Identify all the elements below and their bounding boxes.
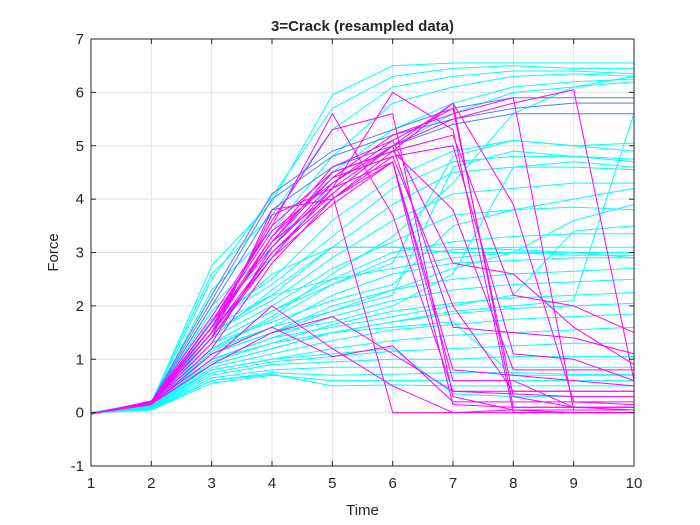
cyan-series-line [90, 75, 635, 414]
x-axis-ticks: 1 2 3 4 5 6 7 8 9 10 [87, 39, 643, 492]
y-axis-label: Force [45, 233, 62, 271]
x-tick-label: 5 [328, 475, 336, 492]
cyan-series-line [90, 321, 634, 414]
magenta-series-line [90, 161, 635, 415]
y-tick-label: 6 [76, 84, 84, 101]
magenta-series-line [90, 305, 634, 415]
magenta-series-line [90, 326, 634, 415]
y-tick-label: 5 [76, 138, 84, 155]
x-tick-label: 10 [626, 475, 643, 492]
x-tick-label: 6 [388, 475, 396, 492]
cyan-series-line [90, 78, 635, 414]
x-axis-label: Time [346, 502, 379, 519]
x-tick-label: 7 [449, 475, 457, 492]
cyan-series-line [90, 187, 635, 414]
y-tick-label: 4 [76, 191, 84, 208]
y-axis-ticks: -1 0 1 2 3 4 5 6 7 [71, 31, 634, 475]
magenta-series-line [90, 145, 635, 415]
magenta-series-line [90, 161, 634, 415]
cyan-series-line [90, 70, 635, 414]
cyan-series-line [90, 204, 635, 414]
y-tick-label: 0 [76, 405, 84, 422]
magenta-series-line [90, 134, 635, 415]
cyan-series-line [90, 73, 635, 414]
x-tick-label: 1 [87, 475, 95, 492]
y-tick-label: 2 [76, 298, 84, 315]
magenta-series-line [90, 316, 634, 415]
x-tick-label: 4 [268, 475, 276, 492]
y-tick-label: 7 [76, 31, 84, 48]
cyan-series-line [90, 65, 634, 415]
chart-title: 3=Crack (resampled data) [271, 18, 454, 35]
cyan-series-line [90, 342, 634, 414]
x-tick-label: 8 [509, 475, 517, 492]
y-tick-label: -1 [71, 458, 84, 475]
y-tick-label: 3 [76, 245, 84, 262]
x-tick-label: 2 [147, 475, 155, 492]
blue-series-line [90, 102, 634, 415]
x-tick-label: 3 [207, 475, 215, 492]
y-tick-label: 1 [76, 351, 84, 368]
data-series-group [90, 62, 635, 415]
cyan-series-line [90, 374, 634, 414]
magenta-series-line [90, 145, 635, 415]
cyan-series-line [90, 373, 634, 414]
cyan-series-line [90, 62, 634, 414]
x-tick-label: 9 [569, 475, 577, 492]
